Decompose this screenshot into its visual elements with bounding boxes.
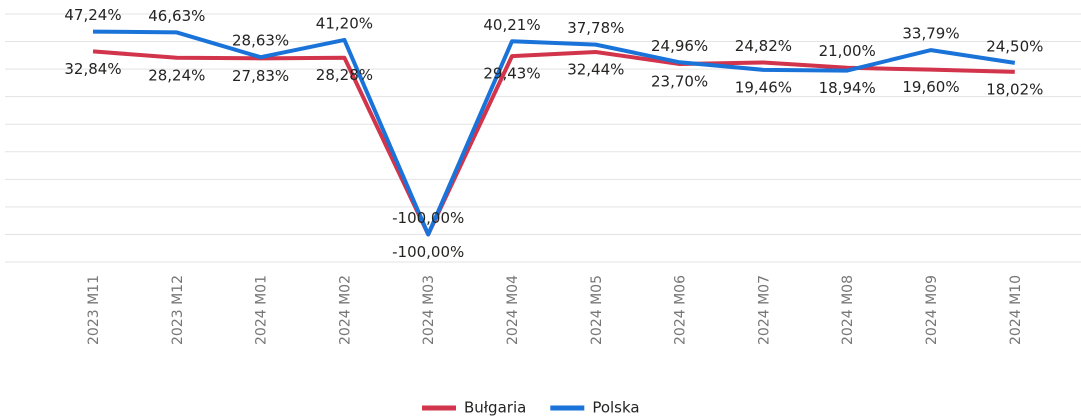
data-label: 32,44%: [567, 60, 624, 78]
legend-label: Polska: [592, 399, 639, 417]
data-label: 24,50%: [986, 37, 1043, 55]
data-label: 46,63%: [148, 7, 205, 25]
x-tick-label: 2023 M12: [170, 275, 186, 345]
x-tick-label: 2024 M03: [421, 275, 437, 345]
data-label: 18,94%: [819, 79, 876, 97]
x-tick-label: 2023 M11: [86, 275, 102, 345]
data-label: 40,21%: [483, 16, 540, 34]
data-label: 41,20%: [316, 14, 373, 32]
data-label: 19,46%: [735, 78, 792, 96]
data-label: 47,24%: [64, 6, 121, 24]
data-label: 29,43%: [483, 65, 540, 83]
x-tick-label: 2024 M06: [673, 275, 689, 345]
data-label: -100,00%: [392, 243, 464, 261]
data-label: 33,79%: [902, 25, 959, 43]
data-label: 27,83%: [232, 67, 289, 85]
x-tick-label: 2024 M01: [254, 275, 270, 345]
data-label: 19,60%: [902, 78, 959, 96]
x-tick-label: 2024 M07: [756, 275, 772, 345]
data-label: 23,70%: [651, 73, 708, 91]
x-tick-label: 2024 M02: [337, 275, 353, 345]
data-label: 28,63%: [232, 32, 289, 50]
data-label: 24,96%: [651, 37, 708, 55]
data-label: 24,82%: [735, 37, 792, 55]
data-label: 18,02%: [986, 80, 1043, 98]
data-label: 37,78%: [567, 19, 624, 37]
x-tick-label: 2024 M08: [840, 275, 856, 345]
data-label: 32,84%: [64, 60, 121, 78]
x-tick-label: 2024 M10: [1008, 275, 1024, 345]
legend-label: Bułgaria: [464, 399, 526, 417]
x-tick-label: 2024 M05: [589, 275, 605, 345]
data-label: 21,00%: [819, 42, 876, 60]
data-label: 28,24%: [148, 66, 205, 84]
data-label: -100,00%: [392, 209, 464, 227]
series-line: [92, 29, 1016, 237]
data-label: 28,28%: [316, 66, 373, 84]
x-tick-label: 2024 M09: [924, 275, 940, 345]
x-tick-label: 2024 M04: [505, 275, 521, 345]
